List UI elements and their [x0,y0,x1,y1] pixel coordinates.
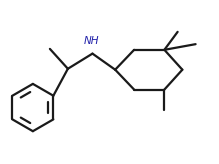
Text: NH: NH [84,36,99,46]
